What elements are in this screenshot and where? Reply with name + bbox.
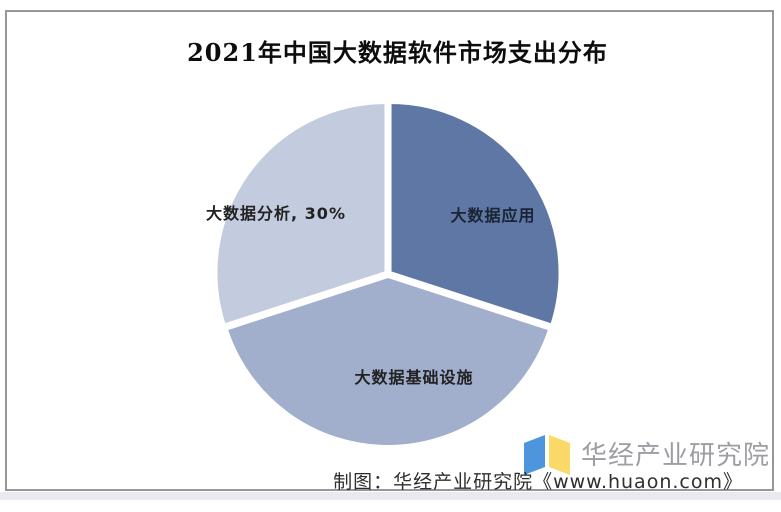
- pie-slice-infrastructure: [224, 275, 552, 448]
- pie-chart: [214, 101, 562, 448]
- open-book-icon: [524, 435, 570, 475]
- credit-line: 制图：华经产业研究院《www.huaon.com》: [333, 471, 743, 493]
- pie-slice-application: [388, 101, 562, 327]
- chart-image: 2021年中国大数据软件市场支出分布 大数据应用 大数据基础设施 大数据分析, …: [0, 10, 781, 500]
- bottom-edge-strip: [0, 492, 781, 500]
- pie-label-infrastructure: 大数据基础设施: [354, 368, 474, 387]
- pie-label-application: 大数据应用: [450, 206, 536, 225]
- pie-label-analysis: 大数据分析, 30%: [206, 204, 346, 223]
- pie-slice-analysis: [214, 101, 388, 327]
- chart-title: 2021年中国大数据软件市场支出分布: [187, 38, 608, 67]
- chart-border-frame: 2021年中国大数据软件市场支出分布 大数据应用 大数据基础设施 大数据分析, …: [5, 10, 774, 493]
- brand-name: 华经产业研究院: [581, 441, 771, 471]
